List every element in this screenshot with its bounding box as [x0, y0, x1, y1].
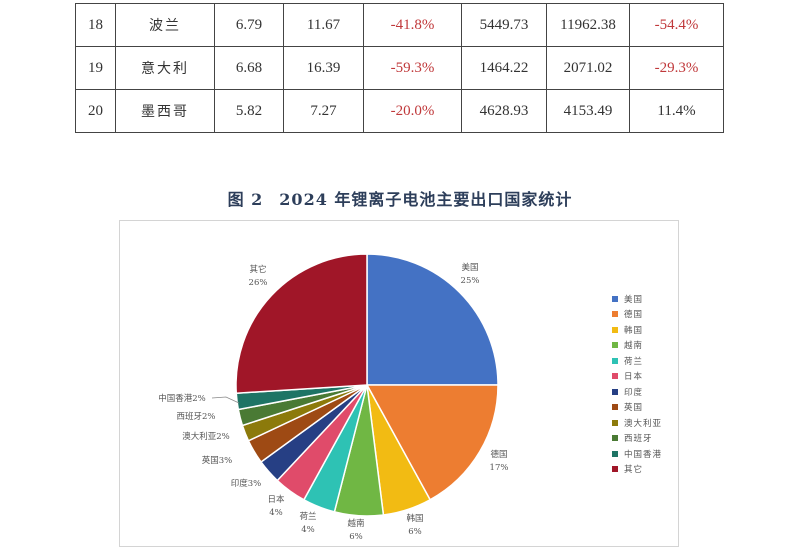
legend-item: 中国香港	[612, 446, 662, 462]
legend-item: 韩国	[612, 322, 662, 338]
legend-label: 美国	[624, 294, 644, 305]
legend-item: 荷兰	[612, 353, 662, 369]
table-row: 18 波兰 6.79 11.67 -41.8% 5449.73 11962.38 -54.4%	[75, 3, 724, 47]
legend-label: 印度	[624, 387, 644, 398]
slice-label: 荷兰 4%	[299, 511, 316, 535]
change-cell: -29.3%	[629, 46, 724, 90]
country-cell: 波兰	[115, 3, 215, 47]
legend-item: 澳大利亚	[612, 415, 662, 431]
legend-label: 中国香港	[624, 449, 663, 460]
table-row: 19 意大利 6.68 16.39 -59.3% 1464.22 2071.02 -29.3%	[75, 46, 724, 90]
legend-swatch-icon	[612, 435, 618, 442]
export-data-table: 18 波兰 6.79 11.67 -41.8% 5449.73 11962.38 -54.4%…	[75, 3, 724, 133]
value-cell: 2071.02	[546, 46, 630, 90]
pie-slice	[366, 253, 499, 386]
value-cell: 6.79	[214, 3, 284, 47]
change-cell: 11.4%	[629, 89, 724, 133]
legend-item: 西班牙	[612, 431, 662, 447]
country-cell: 意大利	[115, 46, 215, 90]
slice-label: 美国 25%	[461, 262, 480, 286]
legend-swatch-icon	[612, 326, 618, 333]
legend-label: 越南	[624, 341, 644, 352]
change-cell: -41.8%	[363, 3, 462, 47]
rank-cell: 19	[75, 46, 116, 90]
value-cell: 7.27	[283, 89, 364, 133]
value-cell: 16.39	[283, 46, 364, 90]
figure-title: 图 2 2024 年锂离子电池主要出口国家统计	[0, 186, 800, 210]
legend-item: 英国	[612, 400, 662, 416]
slice-label: 越南 6%	[347, 518, 364, 542]
value-cell: 4153.49	[546, 89, 630, 133]
slice-label: 澳大利亚2%	[182, 431, 230, 442]
slice-label: 西班牙2%	[177, 411, 216, 422]
legend-label: 澳大利亚	[624, 418, 663, 429]
pie-chart: 美国 25% 德国 17% 韩国 6% 越南 6% 荷兰 4% 日本 4% 印度3% 英国3% 澳大利亚2%…	[158, 253, 509, 542]
pie-chart-container: 美国 25% 德国 17% 韩国 6% 越南 6% 荷兰 4% 日本 4% 印度3% 英国3% 澳大利亚2%…	[119, 220, 679, 547]
leader-line	[211, 396, 240, 404]
slice-label: 中国香港2%	[158, 393, 206, 404]
legend-item: 其它	[612, 462, 662, 478]
value-cell: 4628.93	[461, 89, 547, 133]
legend-swatch-icon	[612, 357, 618, 364]
legend-item: 印度	[612, 384, 662, 400]
slice-label: 德国 17%	[490, 449, 509, 473]
value-cell: 5.82	[214, 89, 284, 133]
change-cell: -54.4%	[629, 3, 724, 47]
legend-swatch-icon	[612, 311, 618, 318]
pie-slice	[365, 384, 499, 501]
value-cell: 11.67	[283, 3, 364, 47]
slice-label: 印度3%	[231, 478, 262, 489]
value-cell: 5449.73	[461, 3, 547, 47]
slice-label: 其它 26%	[249, 264, 268, 288]
legend-item: 日本	[612, 369, 662, 385]
legend-label: 德国	[624, 310, 644, 321]
legend-swatch-icon	[612, 388, 618, 395]
rank-cell: 20	[75, 89, 116, 133]
table-row: 20 墨西哥 5.82 7.27 -20.0% 4628.93 4153.49 11.4%	[75, 89, 724, 133]
legend-swatch-icon	[612, 450, 618, 457]
legend-swatch-icon	[612, 404, 618, 411]
legend-item: 越南	[612, 338, 662, 354]
pie-slice	[235, 253, 368, 395]
legend-item: 美国	[612, 291, 662, 307]
slice-label: 英国3%	[202, 455, 233, 466]
country-cell: 墨西哥	[115, 89, 215, 133]
legend-swatch-icon	[612, 466, 618, 473]
legend-swatch-icon	[612, 342, 618, 349]
slice-label: 日本 4%	[267, 494, 285, 518]
figure-caption: 2024 年锂离子电池主要出口国家统计	[279, 190, 573, 209]
legend-label: 其它	[624, 465, 644, 476]
legend-swatch-icon	[612, 295, 618, 302]
legend-label: 西班牙	[624, 434, 653, 445]
slice-label: 韩国 6%	[406, 513, 423, 537]
rank-cell: 18	[75, 3, 116, 47]
change-cell: -20.0%	[363, 89, 462, 133]
legend-swatch-icon	[612, 419, 618, 426]
value-cell: 6.68	[214, 46, 284, 90]
chart-legend: 美国德国韩国越南荷兰日本印度英国澳大利亚西班牙中国香港其它	[612, 291, 662, 477]
legend-swatch-icon	[612, 373, 618, 380]
change-cell: -59.3%	[363, 46, 462, 90]
legend-label: 荷兰	[624, 356, 644, 367]
legend-item: 德国	[612, 307, 662, 323]
value-cell: 1464.22	[461, 46, 547, 90]
value-cell: 11962.38	[546, 3, 630, 47]
figure-number: 图 2	[227, 190, 264, 209]
legend-label: 韩国	[624, 325, 644, 336]
legend-label: 日本	[624, 372, 644, 383]
legend-label: 英国	[624, 403, 644, 414]
